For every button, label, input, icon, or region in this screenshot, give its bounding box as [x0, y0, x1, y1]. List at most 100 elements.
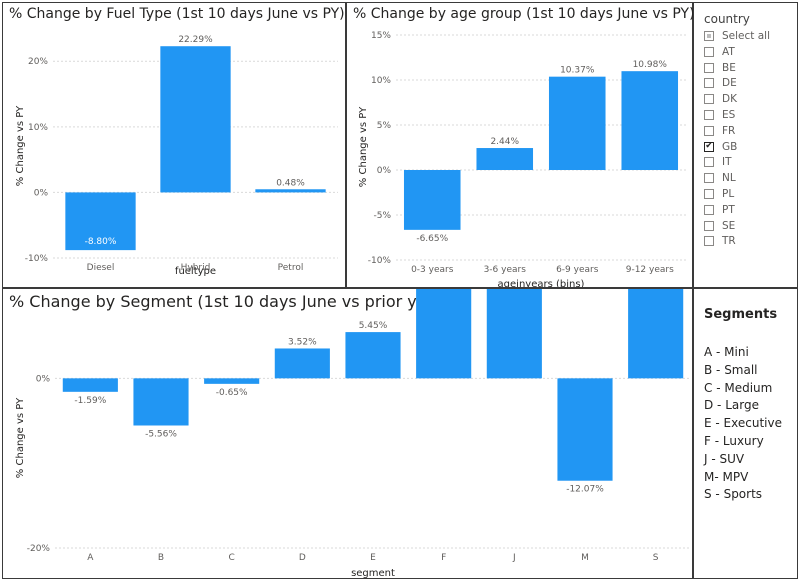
bar [486, 289, 542, 379]
y-tick-label: -5% [373, 211, 391, 221]
country-slicer: country Select all AT BE DE DK ES FR ✔ GB IT NL PL P… [693, 2, 798, 288]
x-tick-label: 6-9 years [556, 265, 599, 275]
slicer-item-pl[interactable]: PL [704, 186, 734, 202]
slicer-item-se[interactable]: SE [704, 218, 735, 234]
slicer-item-nl[interactable]: NL [704, 170, 736, 186]
slicer-item-label: GB [722, 140, 738, 153]
y-axis-label: % Change vs PY [15, 397, 26, 478]
segments-legend-item: M- MPV [704, 469, 749, 484]
x-tick-label: 3-6 years [484, 265, 527, 275]
fuel-type-bar-chart: -10% 0% 10% 20% % Change vs PY fueltype Diesel… [15, 35, 338, 277]
data-label: 22.29% [178, 35, 213, 45]
y-tick-label: 5% [377, 121, 392, 131]
checkbox-icon[interactable] [704, 94, 714, 105]
x-tick-label: C [229, 553, 235, 563]
data-label: 5.45% [359, 321, 388, 331]
checkbox-icon[interactable] [704, 46, 714, 57]
y-tick-label: 10% [28, 123, 48, 133]
checkbox-icon[interactable] [704, 173, 714, 184]
data-label: 10.37% [560, 66, 595, 76]
checkbox-icon[interactable] [704, 62, 714, 73]
fuel-type-chart-panel: % Change by Fuel Type (1st 10 days June … [2, 2, 346, 288]
slicer-item-label: AT [722, 45, 735, 58]
bar [416, 289, 472, 379]
x-tick-label: J [512, 553, 516, 563]
checkbox-icon[interactable] [704, 125, 714, 136]
checkbox-icon[interactable] [704, 31, 714, 41]
slicer-item-label: ES [722, 109, 736, 121]
checkbox-icon[interactable] [704, 189, 714, 199]
slicer-item-gb[interactable]: ✔ GB [704, 139, 737, 155]
data-label: -12.07% [566, 485, 604, 495]
age-group-chart-panel: % Change by age group (1st 10 days June … [346, 2, 695, 288]
bar [621, 71, 679, 170]
segment-chart-panel: % Change by Segment (1st 10 days June vs… [2, 288, 693, 579]
slicer-item-dk[interactable]: DK [704, 91, 737, 107]
checkbox-icon[interactable] [704, 236, 714, 247]
x-tick-label: 9-12 years [626, 265, 674, 275]
bar [476, 148, 534, 170]
checkbox-icon[interactable] [704, 78, 714, 89]
slicer-item-label: PT [722, 203, 735, 216]
bar [160, 46, 231, 193]
slicer-item-label: SE [722, 219, 736, 232]
bar [628, 289, 684, 379]
slicer-item-label: BE [722, 61, 736, 74]
y-tick-label: -20% [27, 544, 51, 554]
bar [133, 378, 189, 426]
bar [403, 170, 461, 230]
bar [345, 332, 401, 379]
data-label: 0.48% [276, 178, 305, 188]
slicer-item-tr[interactable]: TR [704, 233, 736, 249]
checkbox-icon[interactable]: ✔ [704, 141, 714, 152]
x-tick-label: 0-3 years [411, 265, 454, 275]
slicer-item-label: FR [722, 124, 736, 137]
slicer-item-label: DE [722, 77, 737, 90]
y-tick-label: 15% [371, 31, 391, 41]
checkbox-icon[interactable] [704, 157, 714, 168]
segments-legend-item: F - Luxury [704, 434, 764, 448]
x-tick-label: D [299, 553, 306, 563]
segments-legend-item: C - Medium [704, 380, 773, 395]
fuel-chart-title: % Change by Fuel Type (1st 10 days June … [9, 6, 345, 22]
slicer-item-pt[interactable]: PT [704, 202, 735, 218]
checkbox-icon[interactable] [704, 204, 714, 215]
x-axis-label: ageinyears (bins) [498, 279, 585, 287]
x-tick-label: S [653, 553, 659, 563]
y-tick-label: 0% [34, 188, 49, 198]
slicer-item-es[interactable]: ES [704, 107, 735, 123]
y-axis-label: % Change vs PY [15, 105, 26, 186]
y-tick-label: -10% [368, 256, 392, 266]
data-label: -6.65% [416, 234, 448, 244]
slicer-item-it[interactable]: IT [704, 154, 732, 170]
slicer-item-label: TR [722, 235, 736, 248]
segments-legend-item: D - Large [704, 398, 759, 413]
slicer-item-label: IT [722, 156, 732, 169]
checkbox-icon[interactable] [704, 220, 714, 231]
slicer-item-select-all[interactable]: Select all [704, 28, 770, 44]
bar [255, 189, 326, 193]
y-tick-label: 20% [28, 57, 48, 67]
segments-legend-title: Segments [704, 307, 778, 322]
slicer-item-label: Select all [722, 30, 770, 42]
x-tick-label: B [158, 553, 164, 563]
age-group-bar-chart: -10% -5% 0% 5% 10% 15% % Change vs PY ageinyear… [358, 31, 686, 287]
slicer-title: country [704, 12, 750, 26]
y-tick-label: 0% [377, 166, 392, 176]
slicer-item-be[interactable]: BE [704, 60, 736, 76]
checkbox-icon[interactable] [704, 110, 714, 120]
slicer-item-at[interactable]: AT [704, 44, 735, 60]
segments-legend-item: B - Small [704, 362, 758, 377]
bar [274, 348, 330, 379]
y-axis-label: % Change vs PY [358, 106, 369, 187]
slicer-item-fr[interactable]: FR [704, 123, 735, 139]
slicer-item-label: NL [722, 172, 736, 185]
x-tick-label: A [87, 553, 94, 563]
slicer-item-de[interactable]: DE [704, 75, 737, 91]
data-label: 10.98% [633, 60, 668, 70]
data-label: -0.65% [216, 388, 248, 398]
data-label: 2.44% [490, 137, 519, 147]
x-axis-label: fueltype [175, 266, 216, 277]
segment-chart-title: % Change by Segment (1st 10 days June vs… [9, 292, 450, 311]
bar [557, 378, 613, 481]
